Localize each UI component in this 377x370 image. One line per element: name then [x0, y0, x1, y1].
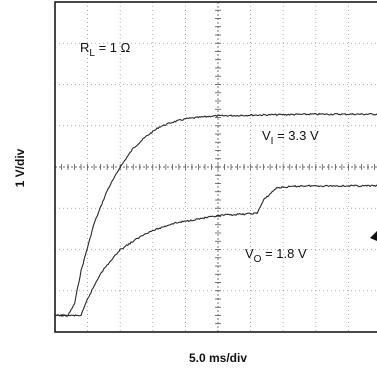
plot-grid — [54, 1, 377, 333]
trace-vo — [54, 184, 377, 317]
rl-label-main: R — [80, 40, 89, 55]
plot-traces — [54, 112, 377, 317]
plot-annotations: RL = 1 ΩVI = 3.3 VVO = 1.8 V — [80, 40, 377, 265]
plot-frame — [54, 1, 377, 333]
vo-label-value: = 1.8 V — [261, 246, 306, 261]
rl-label-value: = 1 Ω — [95, 40, 131, 55]
y-axis-label: 1 V/div — [13, 148, 27, 187]
rl-label-sub: L — [89, 48, 95, 59]
vi-label-sub: I — [271, 136, 274, 147]
vo-label-main: V — [245, 246, 254, 261]
vi-label-main: V — [262, 128, 271, 143]
vi-label-value: = 3.3 V — [273, 128, 318, 143]
vo-label-sub: O — [254, 254, 262, 265]
rl-label: RL = 1 Ω — [80, 40, 131, 59]
vo-arrow — [370, 231, 377, 241]
vo-label: VO = 1.8 V — [245, 246, 307, 265]
trace-vi — [54, 112, 377, 317]
vi-label: VI = 3.3 V — [262, 128, 319, 147]
x-axis-label: 5.0 ms/div — [189, 351, 247, 365]
